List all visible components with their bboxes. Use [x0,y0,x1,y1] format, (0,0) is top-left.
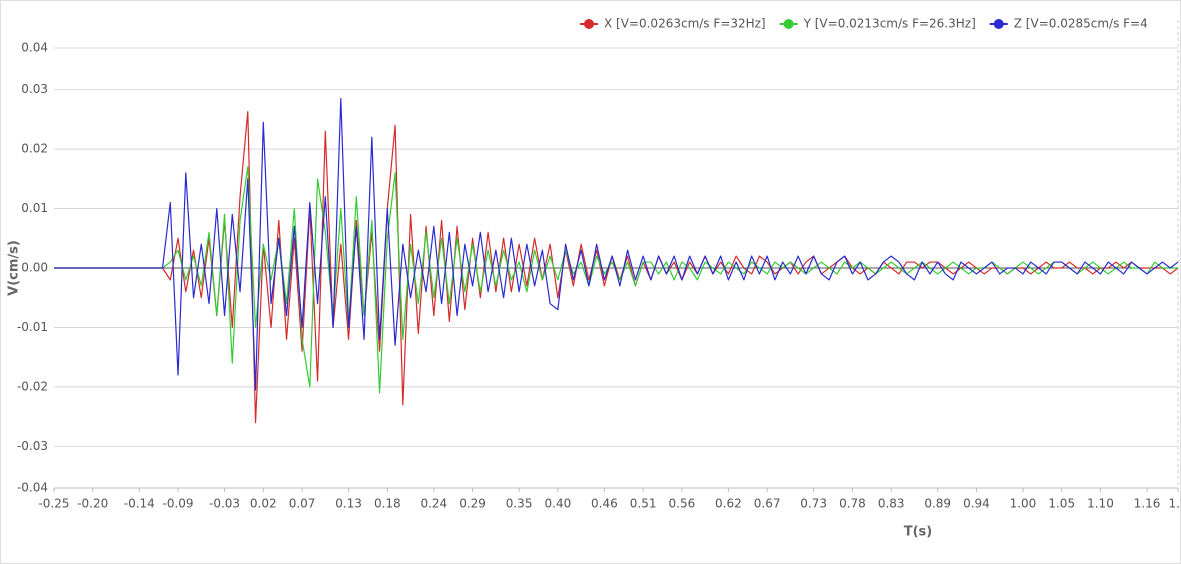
series-line [54,166,1178,394]
y-tick-label: -0.01 [17,320,48,334]
legend-marker [783,19,794,29]
x-tick-label: 1.16 [1134,497,1161,511]
series-line [54,97,1179,391]
y-tick-label: 0.00 [21,261,48,275]
x-tick-label: 0.35 [506,497,533,511]
y-tick-label: 0.02 [21,142,48,156]
x-tick-label: 0.78 [839,497,866,511]
x-tick-label: -0.03 [209,497,240,511]
x-tick-label: 1.10 [1087,497,1114,511]
x-tick-label: 0.07 [289,497,316,511]
x-tick-label: 1.00 [1010,497,1037,511]
legend-marker [584,19,594,29]
x-axis-title: T(s) [904,525,933,540]
x-tick-label: -0.14 [124,497,155,511]
x-tick-label: 0.40 [545,497,572,511]
y-tick-label: -0.02 [17,379,48,393]
x-tick-label: 0.73 [800,497,827,511]
y-tick-label: 0.01 [21,201,48,215]
x-tick-label: 0.83 [878,497,905,511]
x-tick-label: 0.13 [335,497,362,511]
x-tick-label: 0.51 [630,497,657,511]
x-tick-label: -0.09 [162,497,193,511]
y-tick-label: 0.04 [21,41,48,55]
x-tick-label: -0.20 [77,497,108,511]
x-tick-label: 0.02 [250,497,277,511]
y-tick-label: -0.04 [17,481,48,495]
x-tick-label: 1.2 [1168,497,1181,511]
legend-label: X [V=0.0263cm/s F=32Hz] [604,17,766,31]
y-axis-title: V(cm/s) [7,240,22,296]
x-tick-label: 0.24 [420,497,447,511]
legend-label: Z [V=0.0285cm/s F=4 [1014,17,1148,31]
y-tick-label: -0.03 [17,439,48,453]
x-tick-label: -0.25 [38,497,69,511]
legend-label: Y [V=0.0213cm/s F=26.3Hz] [803,17,976,31]
x-tick-label: 0.18 [374,497,401,511]
x-tick-label: 0.56 [669,497,696,511]
x-tick-label: 0.89 [924,497,951,511]
x-tick-label: 0.94 [963,497,990,511]
x-tick-label: 1.05 [1048,497,1075,511]
x-tick-label: 0.67 [754,497,781,511]
x-tick-label: 0.29 [459,497,486,511]
x-tick-label: 0.46 [591,497,618,511]
y-tick-label: 0.03 [21,82,48,96]
legend-marker [993,19,1004,29]
x-tick-label: 0.62 [715,497,742,511]
